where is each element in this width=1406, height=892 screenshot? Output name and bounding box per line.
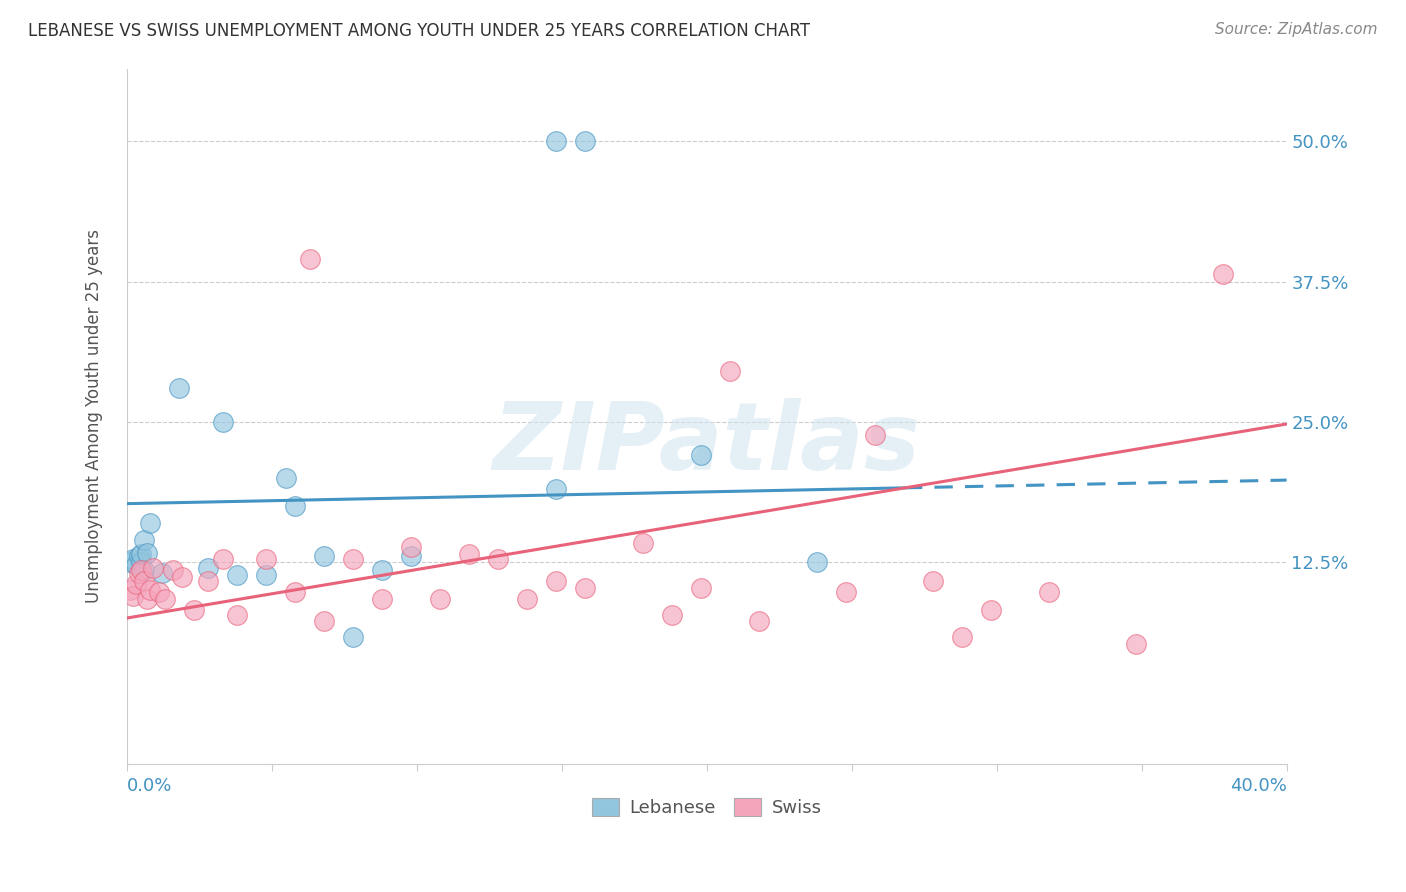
Point: [371, 591, 394, 606]
Point: [131, 555, 153, 569]
Point: [142, 560, 165, 574]
Point: [162, 563, 184, 577]
Point: [183, 603, 205, 617]
Point: [458, 547, 481, 561]
Point: [118, 555, 141, 569]
Text: ZIPatlas: ZIPatlas: [492, 398, 921, 490]
Point: [516, 591, 538, 606]
Point: [167, 381, 190, 395]
Point: [150, 566, 173, 581]
Point: [661, 607, 683, 622]
Point: [298, 252, 321, 267]
Point: [211, 415, 233, 429]
Point: [631, 536, 654, 550]
Y-axis label: Unemployment Among Youth under 25 years: Unemployment Among Youth under 25 years: [86, 229, 103, 603]
Point: [835, 585, 858, 599]
Point: [226, 607, 249, 622]
Point: [128, 566, 150, 581]
Point: [284, 499, 307, 513]
Point: [148, 585, 170, 599]
Text: LEBANESE VS SWISS UNEMPLOYMENT AMONG YOUTH UNDER 25 YEARS CORRELATION CHART: LEBANESE VS SWISS UNEMPLOYMENT AMONG YOU…: [28, 22, 810, 40]
Point: [544, 574, 567, 588]
Point: [544, 135, 567, 149]
Point: [136, 591, 159, 606]
Point: [197, 560, 219, 574]
Text: 0.0%: 0.0%: [127, 777, 173, 796]
Point: [284, 585, 307, 599]
Point: [1212, 267, 1234, 281]
Point: [748, 615, 770, 629]
Point: [1125, 637, 1147, 651]
Point: [276, 471, 298, 485]
Point: [134, 533, 156, 547]
Point: [131, 547, 153, 561]
Point: [486, 551, 509, 566]
Legend: Lebanese, Swiss: Lebanese, Swiss: [585, 790, 830, 824]
Point: [429, 591, 451, 606]
Point: [980, 603, 1002, 617]
Point: [134, 563, 156, 577]
Point: [226, 568, 249, 582]
Point: [544, 482, 567, 496]
Point: [950, 630, 973, 644]
Point: [254, 568, 277, 582]
Point: [118, 582, 141, 597]
Point: [254, 551, 277, 566]
Point: [170, 569, 193, 583]
Point: [134, 574, 156, 588]
Text: Source: ZipAtlas.com: Source: ZipAtlas.com: [1215, 22, 1378, 37]
Point: [399, 541, 422, 555]
Point: [806, 555, 828, 569]
Point: [690, 581, 713, 595]
Point: [312, 615, 335, 629]
Point: [121, 589, 143, 603]
Point: [124, 558, 146, 573]
Point: [139, 582, 162, 597]
Point: [124, 577, 146, 591]
Point: [197, 574, 219, 588]
Point: [690, 449, 713, 463]
Point: [922, 574, 945, 588]
Point: [131, 563, 153, 577]
Point: [153, 591, 176, 606]
Point: [128, 549, 150, 564]
Point: [371, 563, 394, 577]
Text: 40.0%: 40.0%: [1230, 777, 1286, 796]
Point: [342, 551, 364, 566]
Point: [136, 546, 159, 560]
Point: [1038, 585, 1060, 599]
Point: [139, 516, 162, 530]
Point: [718, 364, 741, 378]
Point: [863, 428, 886, 442]
Point: [399, 549, 422, 564]
Point: [312, 549, 335, 564]
Point: [121, 551, 143, 566]
Point: [574, 135, 596, 149]
Point: [211, 551, 233, 566]
Point: [574, 581, 596, 595]
Point: [342, 630, 364, 644]
